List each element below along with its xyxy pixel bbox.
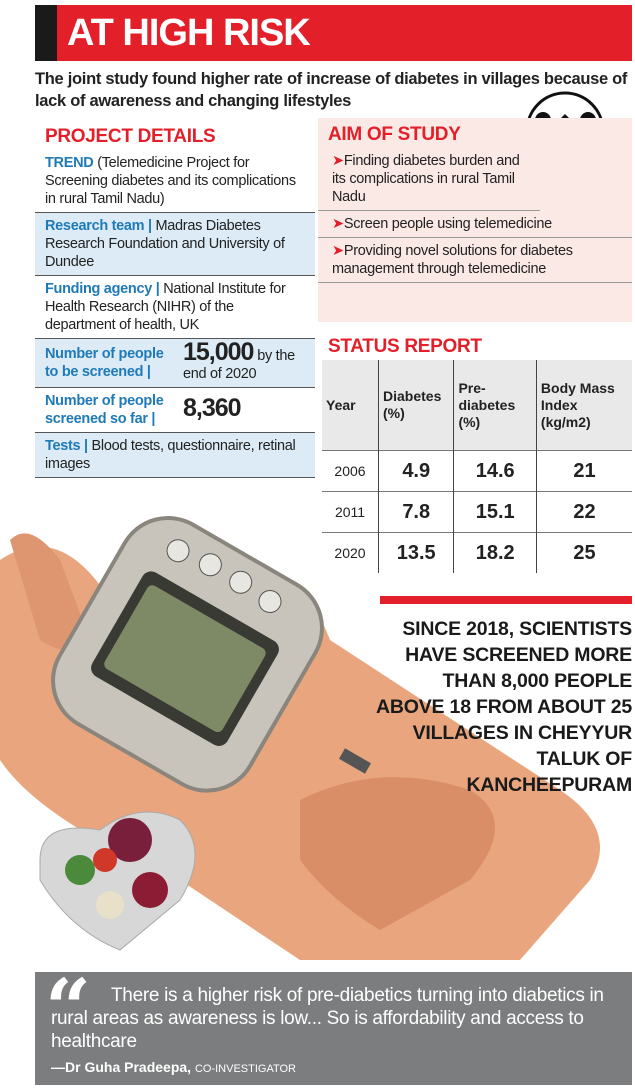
detail-item: Tests | Blood tests, questionnaire, reti… — [35, 433, 315, 478]
detail-label: Number of people to be screened | — [45, 346, 164, 380]
item-list: TREND (Telemedicine Project for Screenin… — [35, 150, 315, 478]
detail-label: Research team | — [45, 218, 152, 234]
detail-figure: 15,000 by the end of 2020 — [183, 340, 307, 383]
table-cell: 21 — [535, 450, 632, 492]
column-header: Year — [322, 360, 379, 451]
quote-author: —Dr Guha Pradeepa, CO-INVESTIGATOR — [51, 1059, 622, 1075]
status-table: Year Diabetes (%) Pre-diabetes (%) Body Mas… — [322, 360, 632, 573]
detail-item: TREND (Telemedicine Project for Screenin… — [35, 150, 315, 213]
detail-item: Funding agency | National Institute for … — [35, 276, 315, 339]
detail-item: Number of people to be screened | 15,000 … — [35, 339, 315, 388]
table-cell: 25 — [535, 532, 632, 573]
table-cell: 2006 — [322, 450, 379, 492]
column-header: Diabetes (%) — [377, 360, 454, 451]
table-row: 2020 13.5 18.2 25 — [322, 532, 632, 573]
detail-item: Number of people screened so far | 8,360 — [35, 388, 315, 433]
table-row: 2006 4.9 14.6 21 — [322, 450, 632, 492]
column-header: Body Mass Index (kg/m2) — [535, 360, 632, 451]
table-cell: 14.6 — [453, 450, 537, 492]
detail-value: 8,360 — [183, 394, 242, 422]
aim-of-study: AIM OF STUDY Finding diabetes burden and… — [318, 118, 632, 322]
detail-item: Research team | Madras Diabetes Research… — [35, 213, 315, 276]
intro: The joint study found higher rate of inc… — [35, 70, 628, 110]
aim-item: Finding diabetes burden and its complica… — [318, 148, 540, 211]
detail-value: 15,000 — [183, 338, 254, 366]
detail-text: (Telemedicine Project for Screening diab… — [45, 155, 296, 207]
detail-text: National Institute for Health Research (… — [45, 281, 286, 333]
status-report: STATUS REPORT Year Diabetes (%) Pre-diabet… — [318, 330, 632, 573]
detail-text: Madras Diabetes Research Foundation and … — [45, 218, 285, 270]
callout: SINCE 2018, SCIENTISTS HAVE SCREENED MOR… — [375, 618, 632, 796]
section-heading: STATUS REPORT — [328, 336, 482, 357]
table-cell: 2020 — [322, 532, 379, 573]
detail-text: by the end of 2020 — [183, 348, 295, 382]
quote-mark: “ — [45, 961, 92, 1055]
quote-box: “ There is a higher risk of pre-diabetic… — [35, 968, 632, 1085]
table-cell: 18.2 — [453, 532, 537, 573]
table-cell: 4.9 — [377, 450, 454, 492]
divider — [380, 596, 632, 604]
detail-text: Blood tests, questionnaire, retinal imag… — [45, 438, 296, 472]
column-header: Pre-diabetes (%) — [453, 360, 537, 451]
quote-text: There is a higher risk of pre-diabetics … — [51, 985, 604, 1052]
table-cell: 7.8 — [377, 491, 454, 533]
aim-item: Screen people using telemedicine — [318, 211, 632, 238]
item-list: Finding diabetes burden and its complica… — [318, 148, 632, 283]
detail-label: TREND — [45, 155, 94, 171]
table-row: 2011 7.8 15.1 22 — [322, 491, 632, 533]
author: —Dr Guha Pradeepa, — [51, 1059, 192, 1075]
table-cell: 15.1 — [453, 491, 537, 533]
detail-label: Funding agency | — [45, 281, 160, 297]
table-cell: 2011 — [322, 491, 379, 533]
detail-label: Tests | — [45, 438, 88, 454]
project-details: PROJECT DETAILS TREND (Telemedicine Proj… — [35, 120, 315, 478]
table-cell: 13.5 — [377, 532, 454, 573]
aim-item: Providing novel solutions for diabetes m… — [318, 238, 632, 283]
detail-label: Number of people screened so far | — [45, 393, 164, 427]
section-heading: AIM OF STUDY — [328, 124, 461, 145]
role: CO-INVESTIGATOR — [194, 1063, 296, 1075]
section-heading: PROJECT DETAILS — [45, 126, 216, 147]
detail-figure: 8,360 — [183, 396, 242, 421]
title: AT HIGH RISK — [35, 5, 632, 61]
table-cell: 22 — [535, 491, 632, 533]
